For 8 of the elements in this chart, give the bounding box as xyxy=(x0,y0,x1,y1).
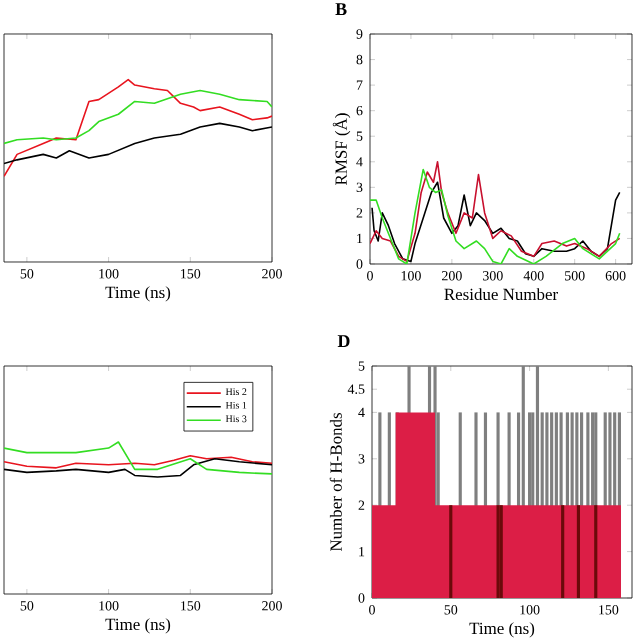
chart-title: B xyxy=(335,3,347,16)
chart-title: D xyxy=(337,335,350,347)
y-axis-title: RMSF (Å) xyxy=(332,113,351,185)
x-axis-title: Time (ns) xyxy=(105,618,171,634)
x-axis-title: Residue Number xyxy=(444,288,558,301)
x-axis-title: Time (ns) xyxy=(469,622,535,638)
x-axis-title: Time (ns) xyxy=(105,286,171,302)
y-axis-title: Number of H-Bonds xyxy=(329,413,342,552)
